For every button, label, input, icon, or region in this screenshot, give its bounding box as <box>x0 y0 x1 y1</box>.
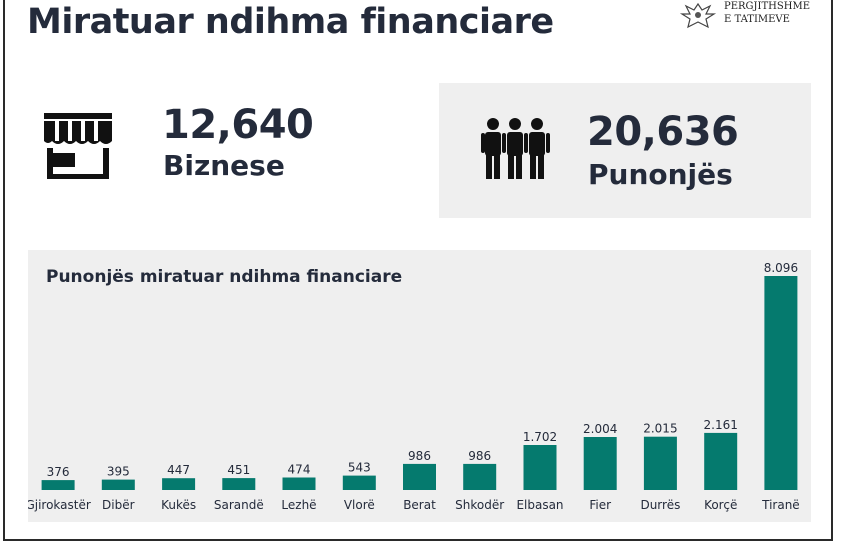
people-group-icon <box>481 118 550 179</box>
bar-4 <box>282 477 316 490</box>
category-label-4: Lezhë <box>281 498 316 512</box>
category-label-1: Dibër <box>102 498 135 512</box>
employees-stat-card: 20,636 Punonjës <box>439 83 811 218</box>
value-label-3: 451 <box>227 463 250 477</box>
chart-title: Punonjës miratuar ndihma financiare <box>46 267 403 287</box>
bar-12 <box>764 276 798 490</box>
bar-0 <box>41 480 75 490</box>
value-label-7: 986 <box>468 449 491 463</box>
businesses-count: 12,640 <box>162 102 314 148</box>
bar-11 <box>704 432 738 490</box>
bar-3 <box>222 478 256 490</box>
category-label-2: Kukës <box>161 498 196 512</box>
businesses-label: Biznese <box>163 149 285 182</box>
category-label-6: Berat <box>403 498 436 512</box>
category-label-0: Gjirokastër <box>28 498 91 512</box>
value-label-2: 447 <box>167 463 190 477</box>
storefront-icon <box>44 113 112 179</box>
value-label-4: 474 <box>288 463 311 477</box>
value-label-5: 543 <box>348 461 371 475</box>
page-title: Miratuar ndihma financiare <box>27 2 554 42</box>
bar-2 <box>162 478 196 490</box>
bar-1 <box>101 479 135 490</box>
bar-7 <box>463 463 497 490</box>
value-label-0: 376 <box>47 465 70 479</box>
logo-text-line2: E TATIMEVE <box>724 14 790 25</box>
bar-6 <box>403 463 436 490</box>
logo-text-line1: PERGJITHSHME <box>724 1 811 12</box>
bar-5 <box>342 475 376 490</box>
category-label-8: Elbasan <box>516 498 563 512</box>
businesses-stat-card: 12,640 Biznese <box>28 82 408 217</box>
bar-chart: 376 Gjirokastër 395 Dibër 447 Kukës 451 Sarandë… <box>28 261 800 512</box>
value-label-6: 986 <box>408 449 431 463</box>
eagle-emblem-icon <box>679 2 717 29</box>
category-label-9: Fier <box>589 498 611 512</box>
category-label-3: Sarandë <box>214 498 264 512</box>
value-label-9: 2.004 <box>583 422 617 436</box>
value-label-10: 2.015 <box>643 422 677 436</box>
category-label-5: Vlorë <box>344 498 375 512</box>
employees-count: 20,636 <box>587 109 739 155</box>
value-label-1: 395 <box>107 465 130 479</box>
category-label-12: Tiranë <box>761 498 800 512</box>
bar-8 <box>523 445 557 490</box>
value-label-11: 2.161 <box>704 418 738 432</box>
employees-label: Punonjës <box>588 158 733 191</box>
logo: PERGJITHSHME E TATIMEVE <box>678 0 828 32</box>
chart-panel: Punonjës miratuar ndihma financiare 376 G… <box>28 250 811 522</box>
value-label-8: 1.702 <box>523 430 557 444</box>
bar-10 <box>643 436 677 490</box>
category-label-10: Durrës <box>640 498 680 512</box>
category-label-11: Korçë <box>704 498 737 512</box>
bar-9 <box>583 437 617 490</box>
value-label-12: 8.096 <box>764 261 798 275</box>
category-label-7: Shkodër <box>455 498 504 512</box>
